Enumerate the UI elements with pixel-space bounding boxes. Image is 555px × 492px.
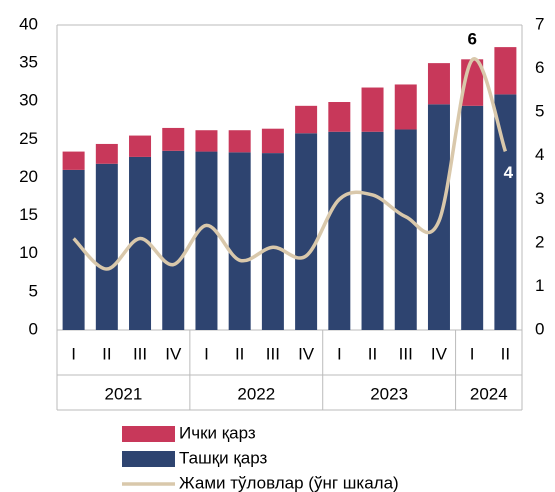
y-tick-label: 15	[19, 205, 38, 224]
y-tick-label: 30	[19, 91, 38, 110]
x-tick-label: II	[235, 344, 244, 363]
x-group-label: 2023	[370, 384, 408, 403]
bar	[361, 87, 384, 132]
x-tick-label: I	[337, 344, 342, 363]
bar	[129, 156, 152, 330]
x-tick-label: III	[133, 344, 147, 363]
bar	[261, 153, 284, 330]
y-tick-label: 35	[19, 53, 38, 72]
y-tick-label: 0	[29, 319, 38, 338]
bar	[162, 150, 185, 330]
bar	[394, 84, 417, 130]
y2-tick-label: 7	[535, 14, 544, 33]
x-tick-label: I	[204, 344, 209, 363]
x-group-label: 2024	[470, 384, 508, 403]
legend-swatch	[122, 426, 175, 442]
y-tick-label: 20	[19, 167, 38, 186]
x-tick-label: IV	[298, 344, 315, 363]
y-tick-label: 5	[29, 281, 38, 300]
bar	[62, 169, 85, 330]
y2-tick-label: 6	[535, 58, 544, 77]
x-group-label: 2021	[105, 384, 143, 403]
y2-tick-label: 4	[535, 145, 544, 164]
bar	[162, 127, 185, 151]
x-tick-label: III	[399, 344, 413, 363]
line	[72, 57, 508, 271]
bar	[328, 131, 351, 330]
x-tick-label: I	[71, 344, 76, 363]
bar	[195, 130, 218, 152]
x-tick-label: IV	[431, 344, 448, 363]
y2-tick-label: 0	[535, 319, 544, 338]
bar	[295, 133, 318, 330]
bar	[95, 163, 118, 330]
bar	[361, 131, 384, 330]
bar	[494, 47, 517, 95]
y2-tick-label: 1	[535, 276, 544, 295]
y2-tick-label: 2	[535, 232, 544, 251]
bar	[228, 152, 251, 330]
bar	[494, 94, 517, 330]
bar	[129, 135, 152, 157]
x-tick-label: III	[266, 344, 280, 363]
data-label: 6	[467, 29, 476, 48]
data-label: 4	[504, 163, 514, 182]
bar	[95, 143, 118, 164]
legend-label: Ташқи қарз	[179, 448, 268, 467]
bar	[461, 105, 484, 330]
bar	[228, 130, 251, 153]
bar	[261, 128, 284, 154]
x-tick-label: II	[501, 344, 510, 363]
y-tick-label: 10	[19, 243, 38, 262]
x-tick-label: IV	[165, 344, 182, 363]
legend-swatch	[122, 451, 175, 467]
y2-tick-label: 3	[535, 189, 544, 208]
x-tick-label: I	[470, 344, 475, 363]
bar	[427, 63, 450, 105]
bar	[328, 102, 351, 132]
bar	[295, 105, 318, 134]
x-tick-label: II	[102, 344, 111, 363]
bar	[62, 151, 85, 170]
x-group-label: 2022	[237, 384, 275, 403]
legend-label: Ички қарз	[179, 423, 256, 442]
bar	[394, 129, 417, 330]
y-tick-label: 25	[19, 129, 38, 148]
y2-tick-label: 5	[535, 102, 544, 121]
y-tick-label: 40	[19, 14, 38, 33]
x-tick-label: II	[368, 344, 377, 363]
legend-label: Жами тўловлар (ўнг шкала)	[179, 473, 399, 492]
bar	[195, 151, 218, 330]
